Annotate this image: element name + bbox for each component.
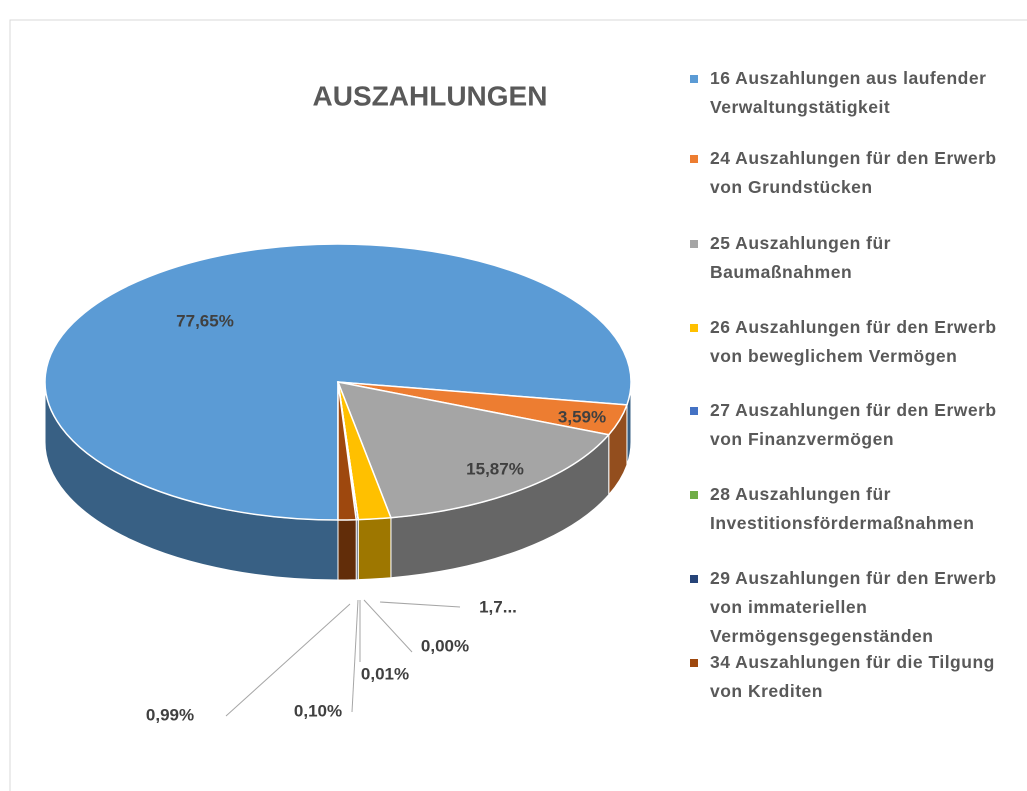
legend-swatch <box>690 575 698 583</box>
data-label: 0,00% <box>421 636 469 655</box>
frame <box>9 19 1027 791</box>
labels: 77,65% 3,59% 15,87% 1,7... 0,00% 0,01% 0,10% 0,… <box>146 311 606 724</box>
leader-line <box>363 599 413 653</box>
legend-swatch <box>690 324 698 332</box>
legend-item: 25 Auszahlungen für Baumaßnahmen <box>690 229 1020 287</box>
legend-swatch <box>690 75 698 83</box>
legend-item: 28 Auszahlungen für Investitionsförderma… <box>690 480 1020 538</box>
legend-item: 24 Auszahlungen für den Erwerb von Grund… <box>690 144 1020 202</box>
data-label: 77,65% <box>176 311 234 330</box>
leader-line <box>351 599 359 713</box>
leader-line <box>379 601 461 608</box>
chart-title: AUSZAHLUNGEN <box>313 80 548 111</box>
legend-label: 16 Auszahlungen aus laufender Verwaltung… <box>710 68 987 117</box>
data-label: 1,7... <box>479 597 517 616</box>
legend-label: 29 Auszahlungen für den Erwerb von immat… <box>710 568 997 646</box>
legend-item: 26 Auszahlungen für den Erwerb von beweg… <box>690 313 1020 371</box>
legend-item: 16 Auszahlungen aus laufender Verwaltung… <box>690 64 1020 122</box>
data-label: 0,01% <box>361 664 409 683</box>
legend-label: 28 Auszahlungen für Investitionsförderma… <box>710 484 975 533</box>
legend-swatch <box>690 155 698 163</box>
data-label: 3,59% <box>558 407 606 426</box>
data-label: 15,87% <box>466 459 524 478</box>
slice-side <box>337 519 357 581</box>
legend-item: 27 Auszahlungen für den Erwerb von Finan… <box>690 396 1020 454</box>
slice <box>336 381 611 519</box>
legend-item: 29 Auszahlungen für den Erwerb von immat… <box>690 564 1020 651</box>
tops <box>44 243 632 521</box>
data-label: 0,10% <box>294 701 342 720</box>
legend-label: 26 Auszahlungen für den Erwerb von beweg… <box>710 317 997 366</box>
slice-side <box>357 517 392 581</box>
leader-line <box>225 603 351 717</box>
legend-label: 25 Auszahlungen für Baumaßnahmen <box>710 233 891 282</box>
data-label: 0,99% <box>146 705 194 724</box>
legend-label: 34 Auszahlungen für die Tilgung von Kred… <box>710 652 995 701</box>
legend-swatch <box>690 659 698 667</box>
legend-swatch <box>690 240 698 248</box>
legend-item: 34 Auszahlungen für die Tilgung von Kred… <box>690 648 1020 706</box>
legend-swatch <box>690 407 698 415</box>
legend-label: 27 Auszahlungen für den Erwerb von Finan… <box>710 400 997 449</box>
legend-label: 24 Auszahlungen für den Erwerb von Grund… <box>710 148 997 197</box>
legend-swatch <box>690 491 698 499</box>
slice <box>337 381 358 521</box>
